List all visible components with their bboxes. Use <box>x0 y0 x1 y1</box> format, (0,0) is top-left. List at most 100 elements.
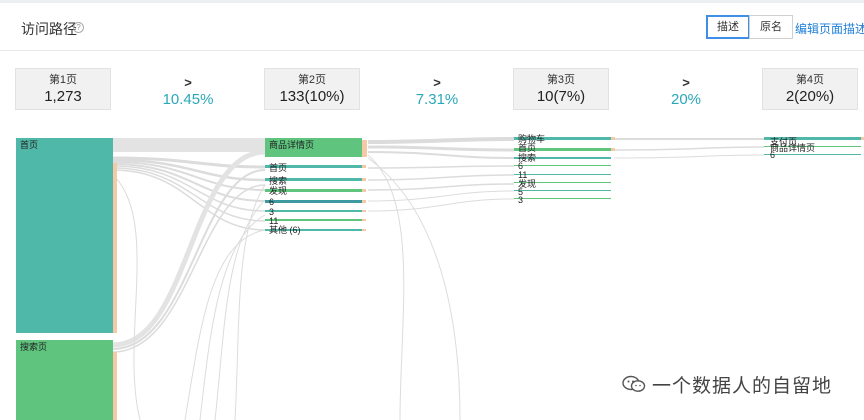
node-label: 11 <box>518 170 527 180</box>
node-label: 首页 <box>269 162 287 173</box>
node-dropoff-bar <box>362 178 366 181</box>
step-value: 10(7%) <box>536 88 586 105</box>
flow-link <box>367 174 515 181</box>
transition-rate: 7.31% <box>415 91 459 108</box>
step-label: 第3页 <box>546 74 576 86</box>
flow-link <box>214 199 266 420</box>
flow-link <box>367 145 515 152</box>
node-page-6[interactable] <box>514 165 611 166</box>
flow-link <box>112 169 266 350</box>
transition-2: > 7.31% <box>397 76 477 109</box>
node-label: 商品详情页 <box>269 139 314 150</box>
transition-arrow: > <box>433 75 441 90</box>
toggle-original-name[interactable]: 原名 <box>749 15 793 39</box>
flow-link <box>613 146 765 151</box>
node-product-detail[interactable] <box>265 138 362 157</box>
node-page-11[interactable] <box>514 174 611 175</box>
flow-link <box>367 190 515 202</box>
node-dropoff-bar <box>362 165 366 168</box>
flow-link <box>112 184 266 353</box>
flow-link <box>112 161 266 191</box>
toggle-describe[interactable]: 描述 <box>706 15 750 39</box>
watermark-text: 一个数据人的自留地 <box>652 375 833 397</box>
node-dropoff-bar <box>362 229 366 231</box>
step-value: 1,273 <box>44 88 82 105</box>
panel-header: 访问路径 ? 描述 原名 编辑页面描述 <box>0 3 864 51</box>
node-label: 发现 <box>269 185 287 196</box>
node-dropoff-bar <box>113 163 117 333</box>
flow-link <box>112 169 266 231</box>
transition-1: > 10.45% <box>148 76 228 109</box>
flow-link <box>234 184 266 420</box>
step-value: 133(10%) <box>279 88 345 105</box>
flow-link <box>613 154 765 159</box>
node-label: 商品详情页 <box>770 142 815 153</box>
node-page-3[interactable] <box>265 210 362 212</box>
node-discover[interactable] <box>265 189 362 192</box>
flow-link <box>184 229 266 420</box>
node-dropoff-bar <box>362 219 366 221</box>
node-page-3[interactable] <box>514 198 611 199</box>
node-label: 5 <box>518 187 523 197</box>
flow-link <box>199 214 266 420</box>
node-dropoff-bar <box>362 200 366 203</box>
flow-link <box>367 157 461 420</box>
flow-link <box>367 183 515 191</box>
flow-link <box>112 174 141 420</box>
step-card-4[interactable]: 第4页 2(20%) <box>762 68 858 110</box>
edit-page-description-link[interactable]: 编辑页面描述 <box>795 22 864 36</box>
step-card-3[interactable]: 第3页 10(7%) <box>513 68 609 110</box>
column-2: 商品详情页 首页 搜索 发现 6 3 11 其他 (6) <box>265 138 367 235</box>
page-title: 访问路径 <box>21 21 77 37</box>
transition-rate: 10.45% <box>162 91 214 108</box>
node-payment[interactable] <box>764 137 861 140</box>
column-4: 支付页 商品详情页 6 <box>764 136 864 160</box>
node-home[interactable] <box>514 148 611 151</box>
flow-link <box>367 198 515 212</box>
transition-3: > 20% <box>646 76 726 109</box>
node-label: 其他 (6) <box>269 224 301 235</box>
node-home[interactable] <box>16 138 113 333</box>
node-label: 首页 <box>518 142 536 153</box>
display-toggle: 描述 原名 <box>706 15 793 39</box>
node-dropoff-bar <box>611 148 615 151</box>
transition-rate: 20% <box>670 91 702 108</box>
node-dropoff-bar <box>362 189 366 192</box>
transition-arrow: > <box>682 75 690 90</box>
node-search[interactable] <box>265 178 362 181</box>
node-page-11[interactable] <box>265 219 362 221</box>
node-label: 搜索 <box>269 175 287 186</box>
node-search[interactable] <box>514 157 611 159</box>
step-card-1[interactable]: 第1页 1,273 <box>15 68 111 110</box>
node-dropoff-bar <box>362 210 366 212</box>
top-border <box>0 0 864 3</box>
node-page-6[interactable] <box>265 200 362 203</box>
node-dropoff-bar <box>861 137 864 140</box>
node-label: 6 <box>518 161 523 171</box>
step-card-2[interactable]: 第2页 133(10%) <box>264 68 360 110</box>
node-product-detail[interactable] <box>764 146 861 147</box>
step-label: 第4页 <box>795 74 825 86</box>
step-label: 第1页 <box>48 74 78 86</box>
node-label: 搜索页 <box>20 341 47 352</box>
node-discover[interactable] <box>514 182 611 183</box>
flow-link <box>367 137 515 144</box>
node-cart[interactable] <box>514 137 611 140</box>
node-home[interactable] <box>265 165 362 168</box>
node-dropoff-bar <box>113 352 117 420</box>
flow-link <box>367 154 405 420</box>
flow-link <box>367 165 515 169</box>
node-search-page[interactable] <box>16 340 113 420</box>
node-others[interactable] <box>265 229 362 231</box>
step-value: 2(20%) <box>785 88 835 105</box>
flow-link <box>112 158 266 182</box>
flow-link <box>367 151 515 159</box>
column-3: 购物车 首页 搜索 6 11 发现 5 3 <box>514 133 615 205</box>
node-label: 3 <box>269 207 274 217</box>
question-circle-icon[interactable]: ? <box>73 22 84 33</box>
node-label: 首页 <box>20 139 38 150</box>
node-dropoff-bar <box>362 140 367 157</box>
node-page-5[interactable] <box>514 190 611 191</box>
node-page-6[interactable] <box>764 154 861 155</box>
